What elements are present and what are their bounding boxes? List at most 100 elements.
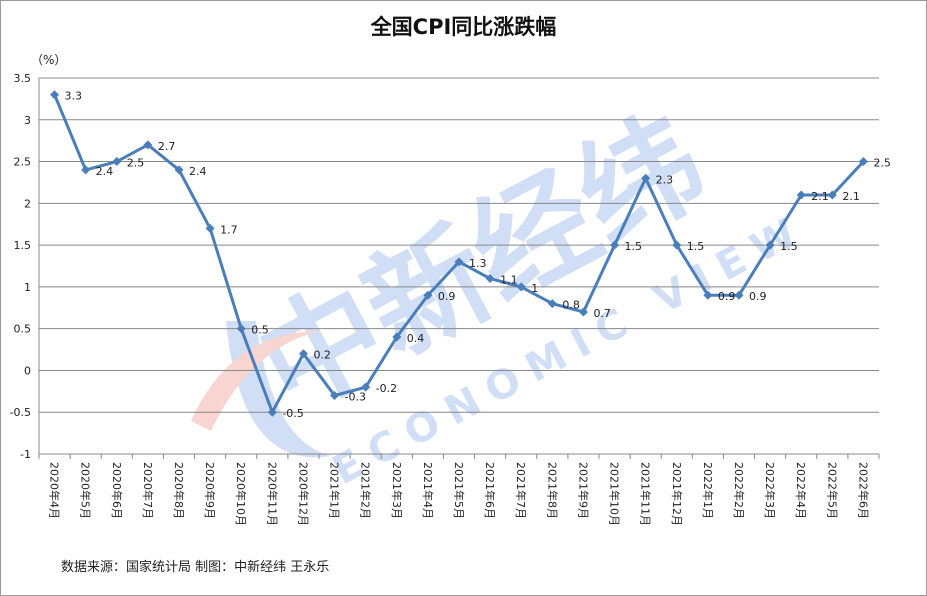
data-point <box>423 290 433 300</box>
data-label: 2.1 <box>842 190 860 203</box>
data-label: 0.5 <box>251 324 269 337</box>
x-tick-label: 2021年7月 <box>514 462 528 519</box>
source-note: 数据来源：国家统计局 制图：中新经纬 王永乐 <box>61 560 330 575</box>
data-point <box>143 140 153 150</box>
data-point <box>392 332 402 342</box>
data-point <box>672 240 682 250</box>
data-point <box>174 165 184 175</box>
data-label: 1.7 <box>220 223 238 236</box>
x-tick-label: 2022年6月 <box>856 462 870 519</box>
x-tick-label: 2021年1月 <box>328 462 342 519</box>
chart-title: 全国CPI同比涨跌幅 <box>370 15 557 39</box>
data-labels: 3.3 2.4 2.5 2.7 2.4 1.7 0.5 -0.5 0.2 -0.3 -0.2 0.4 0… <box>65 90 891 421</box>
grid-lines <box>39 77 879 455</box>
data-label: 3.3 <box>65 90 83 103</box>
data-point <box>858 157 868 167</box>
x-tick-label: 2022年3月 <box>763 462 777 519</box>
x-tick-label: 2020年11月 <box>265 462 279 526</box>
data-point <box>112 157 122 167</box>
data-label: 0.9 <box>749 290 767 303</box>
x-tick-label: 2021年4月 <box>421 462 435 519</box>
x-tick-label: 2020年12月 <box>296 462 310 526</box>
y-tick-label: 1 <box>24 281 31 294</box>
data-label: 2.3 <box>656 173 674 186</box>
y-axis-unit-label: （%） <box>31 53 67 67</box>
y-axis: -1 -0.5 0 0.5 1 1.5 2 2.5 3 3.5 <box>10 72 40 461</box>
data-label: 2.7 <box>158 140 176 153</box>
data-label: 0.4 <box>407 332 425 345</box>
series-cpi <box>50 90 868 417</box>
data-point <box>81 165 91 175</box>
x-axis: 2020年4月 2020年5月 2020年6月 2020年7月 2020年8月 2020年… <box>38 454 880 526</box>
data-label: 2.1 <box>811 190 829 203</box>
data-point <box>298 349 308 359</box>
data-point <box>578 307 588 317</box>
data-label: 0.9 <box>438 290 456 303</box>
data-label: 2.5 <box>127 157 144 170</box>
data-label: -0.5 <box>282 407 303 420</box>
data-label: 1.5 <box>687 240 705 253</box>
x-tick-label: 2020年9月 <box>203 462 217 519</box>
data-label: 1.3 <box>469 257 487 270</box>
data-point <box>267 407 277 417</box>
data-label: 2.4 <box>189 165 207 178</box>
x-tick-label: 2021年12月 <box>670 462 684 526</box>
data-point <box>610 240 620 250</box>
data-label: 1.5 <box>780 240 798 253</box>
x-tick-label: 2021年3月 <box>390 462 404 519</box>
data-point <box>485 274 495 284</box>
x-tick-label: 2020年8月 <box>172 462 186 519</box>
y-tick-label: 3 <box>24 114 31 127</box>
data-point <box>796 190 806 200</box>
x-tick-label: 2022年5月 <box>825 462 839 519</box>
x-tick-label: 2022年2月 <box>732 462 746 519</box>
data-label: 1.1 <box>500 274 517 287</box>
data-label: 1.5 <box>625 240 643 253</box>
watermark-swoosh-red <box>191 331 321 431</box>
data-point <box>50 90 60 100</box>
y-tick-label: -0.5 <box>10 406 31 419</box>
x-tick-label: 2022年4月 <box>794 462 808 519</box>
data-point <box>454 257 464 267</box>
x-tick-label: 2020年7月 <box>141 462 155 519</box>
data-label: -0.2 <box>376 382 397 395</box>
data-label: 2.5 <box>873 157 891 170</box>
y-tick-label: 3.5 <box>14 72 32 85</box>
x-tick-label: 2020年10月 <box>234 462 248 526</box>
data-label: 0.8 <box>562 299 580 312</box>
x-tick-label: 2021年2月 <box>359 462 373 519</box>
data-point <box>205 223 215 233</box>
x-tick-label: 2021年11月 <box>639 462 653 526</box>
data-point <box>330 391 340 401</box>
x-tick-label: 2020年6月 <box>110 462 124 519</box>
y-tick-label: 2 <box>24 197 31 210</box>
data-point <box>641 173 651 183</box>
y-tick-label: 2.5 <box>14 156 32 169</box>
y-tick-label: -1 <box>20 448 31 461</box>
data-point <box>734 290 744 300</box>
data-point <box>516 282 526 292</box>
x-tick-label: 2020年5月 <box>79 462 93 519</box>
y-tick-label: 0 <box>24 364 31 377</box>
data-point <box>361 382 371 392</box>
x-tick-label: 2020年4月 <box>48 462 62 519</box>
data-label: 1 <box>531 282 538 295</box>
data-label: -0.3 <box>345 391 366 404</box>
x-tick-label: 2021年9月 <box>576 462 590 519</box>
x-tick-label: 2021年8月 <box>545 462 559 519</box>
data-point <box>827 190 837 200</box>
data-point <box>703 290 713 300</box>
data-label: 2.4 <box>96 165 114 178</box>
data-label: 0.7 <box>593 307 611 320</box>
y-tick-label: 0.5 <box>14 323 32 336</box>
y-tick-label: 1.5 <box>14 239 32 252</box>
x-tick-label: 2022年1月 <box>701 462 715 519</box>
data-label: 0.9 <box>718 290 736 303</box>
data-point <box>547 299 557 309</box>
x-tick-label: 2021年6月 <box>483 462 497 519</box>
x-tick-label: 2021年10月 <box>608 462 622 526</box>
x-tick-label: 2021年5月 <box>452 462 466 519</box>
data-label: 0.2 <box>313 349 331 362</box>
